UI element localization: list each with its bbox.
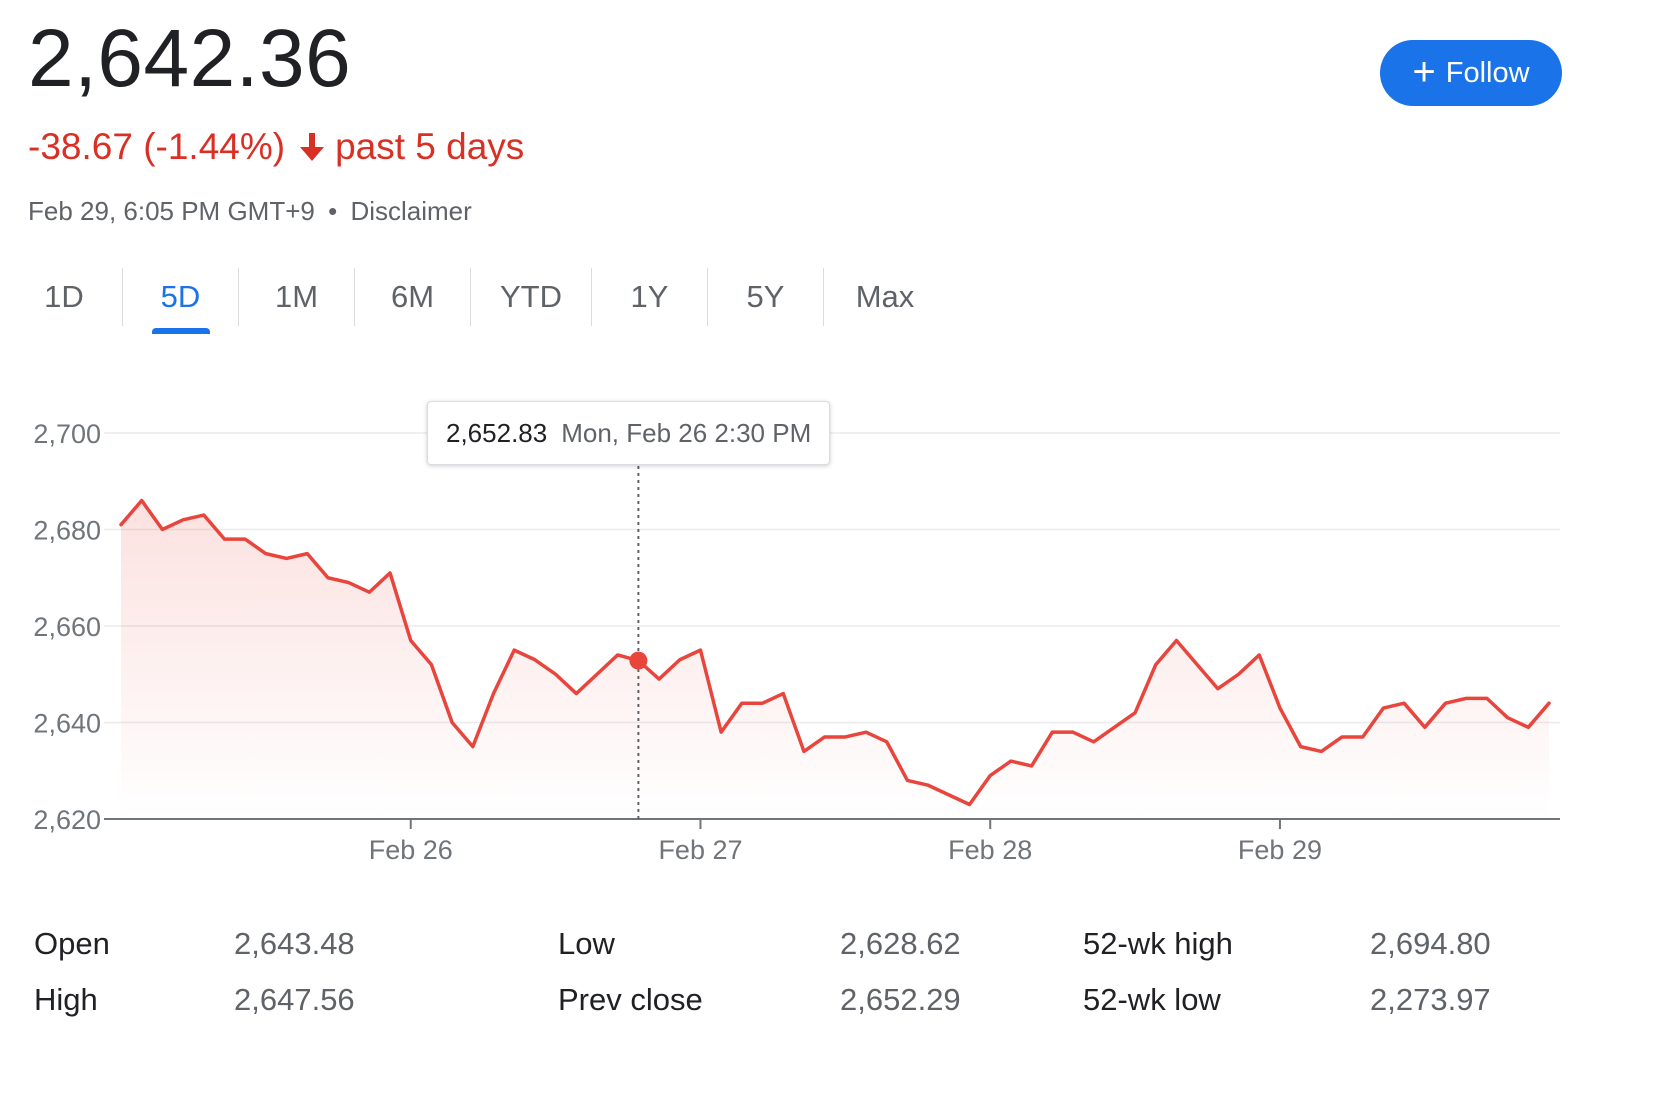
- tab-label: Max: [855, 279, 915, 314]
- tab-1m[interactable]: 1M: [238, 268, 354, 326]
- stat-open-value: 2,643.48: [234, 926, 355, 961]
- x-tick-label: Feb 26: [369, 835, 453, 865]
- tab-max[interactable]: Max: [823, 268, 946, 326]
- tab-5d[interactable]: 5D: [122, 268, 238, 334]
- tab-label: 1M: [274, 279, 319, 314]
- stat-open-label: Open: [34, 926, 110, 961]
- stat-52wk-high-label: 52-wk high: [1083, 926, 1233, 961]
- tab-label: 6M: [390, 279, 435, 314]
- x-tick-label: Feb 29: [1238, 835, 1322, 865]
- stat-high-value: 2,647.56: [234, 982, 355, 1017]
- price-chart[interactable]: 2,700 2,680 2,660 2,640 2,620 Feb 26 Feb 27 Feb…: [0, 380, 1665, 880]
- stat-prev-close-label: Prev close: [558, 982, 703, 1017]
- follow-label: Follow: [1445, 56, 1530, 89]
- y-tick-label: 2,680: [33, 516, 101, 546]
- timestamp-row: Feb 29, 6:05 PM GMT+9 • Disclaimer: [28, 196, 472, 227]
- price-value: 2,642.36: [28, 13, 352, 104]
- plus-icon: +: [1412, 49, 1436, 94]
- x-tick-label: Feb 27: [658, 835, 742, 865]
- stat-52wk-low-value: 2,273.97: [1370, 982, 1491, 1017]
- stat-prev-close-value: 2,652.29: [840, 982, 961, 1017]
- tab-1y[interactable]: 1Y: [591, 268, 707, 326]
- stat-low-value: 2,628.62: [840, 926, 961, 961]
- timestamp: Feb 29, 6:05 PM GMT+9: [28, 196, 315, 226]
- y-tick-label: 2,700: [33, 419, 101, 449]
- tab-label: YTD: [500, 279, 562, 314]
- stat-52wk-high-value: 2,694.80: [1370, 926, 1491, 961]
- price-line: [119, 498, 1551, 807]
- y-tick-label: 2,640: [33, 709, 101, 739]
- change-value: -38.67 (-1.44%): [28, 126, 286, 167]
- highlight-point: [629, 651, 648, 670]
- y-tick-label: 2,660: [33, 612, 101, 642]
- separator-dot: •: [328, 196, 338, 226]
- tab-label: 1Y: [630, 279, 669, 314]
- price-chart-svg[interactable]: 2,700 2,680 2,660 2,640 2,620 Feb 26 Feb 27 Feb…: [0, 380, 1665, 880]
- tooltip-date: Mon, Feb 26 2:30 PM: [561, 417, 812, 448]
- tooltip-value: 2,652.83: [446, 417, 548, 448]
- tab-1d[interactable]: 1D: [6, 268, 122, 326]
- stat-52wk-low-label: 52-wk low: [1083, 982, 1221, 1017]
- stat-high-label: High: [34, 982, 98, 1017]
- follow-button[interactable]: + Follow: [1380, 40, 1562, 106]
- arrow-down-icon: [300, 133, 325, 161]
- area-fill: [121, 500, 1549, 819]
- tab-6m[interactable]: 6M: [354, 268, 470, 326]
- tab-ytd[interactable]: YTD: [470, 268, 591, 326]
- disclaimer-link[interactable]: Disclaimer: [350, 196, 472, 226]
- tab-label: 1D: [44, 279, 84, 314]
- stats-table: Open 2,643.48 High 2,647.56 Low 2,628.62…: [0, 918, 1665, 1038]
- range-tabs: 1D 5D 1M 6M YTD 1Y 5Y Max: [6, 268, 946, 338]
- change-period: past 5 days: [335, 126, 525, 167]
- tab-5y[interactable]: 5Y: [707, 268, 823, 326]
- y-tick-label: 2,620: [33, 805, 101, 835]
- tab-label: 5Y: [746, 279, 785, 314]
- x-tick-label: Feb 28: [948, 835, 1032, 865]
- change-row: -38.67 (-1.44%) past 5 days: [28, 126, 524, 168]
- chart-tooltip: 2,652.83 Mon, Feb 26 2:30 PM: [427, 401, 831, 465]
- stat-low-label: Low: [558, 926, 615, 961]
- tab-label: 5D: [160, 279, 201, 314]
